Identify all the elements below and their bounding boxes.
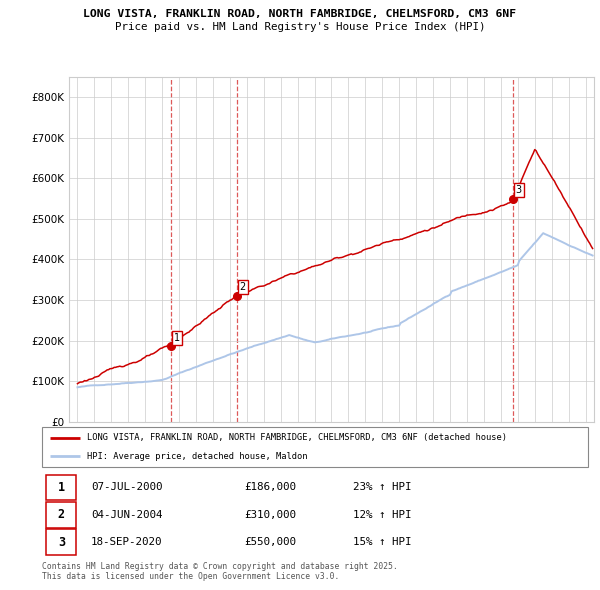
Text: HPI: Average price, detached house, Maldon: HPI: Average price, detached house, Mald… xyxy=(87,452,307,461)
FancyBboxPatch shape xyxy=(46,502,76,527)
Text: 07-JUL-2000: 07-JUL-2000 xyxy=(91,483,163,493)
Text: Price paid vs. HM Land Registry's House Price Index (HPI): Price paid vs. HM Land Registry's House … xyxy=(115,22,485,32)
Text: £186,000: £186,000 xyxy=(244,483,296,493)
Text: £550,000: £550,000 xyxy=(244,537,296,547)
Text: 15% ↑ HPI: 15% ↑ HPI xyxy=(353,537,412,547)
Text: Contains HM Land Registry data © Crown copyright and database right 2025.
This d: Contains HM Land Registry data © Crown c… xyxy=(42,562,398,581)
Text: 2: 2 xyxy=(58,508,65,522)
Text: 18-SEP-2020: 18-SEP-2020 xyxy=(91,537,163,547)
FancyBboxPatch shape xyxy=(46,529,76,555)
FancyBboxPatch shape xyxy=(46,474,76,500)
Text: 04-JUN-2004: 04-JUN-2004 xyxy=(91,510,163,520)
Text: £310,000: £310,000 xyxy=(244,510,296,520)
Text: 12% ↑ HPI: 12% ↑ HPI xyxy=(353,510,412,520)
Text: 1: 1 xyxy=(58,481,65,494)
FancyBboxPatch shape xyxy=(42,427,588,467)
Text: 23% ↑ HPI: 23% ↑ HPI xyxy=(353,483,412,493)
Text: 1: 1 xyxy=(173,333,179,343)
Text: 3: 3 xyxy=(58,536,65,549)
Text: LONG VISTA, FRANKLIN ROAD, NORTH FAMBRIDGE, CHELMSFORD, CM3 6NF: LONG VISTA, FRANKLIN ROAD, NORTH FAMBRID… xyxy=(83,9,517,19)
Text: 3: 3 xyxy=(515,185,522,195)
Text: 2: 2 xyxy=(240,282,246,292)
Text: LONG VISTA, FRANKLIN ROAD, NORTH FAMBRIDGE, CHELMSFORD, CM3 6NF (detached house): LONG VISTA, FRANKLIN ROAD, NORTH FAMBRID… xyxy=(87,434,507,442)
